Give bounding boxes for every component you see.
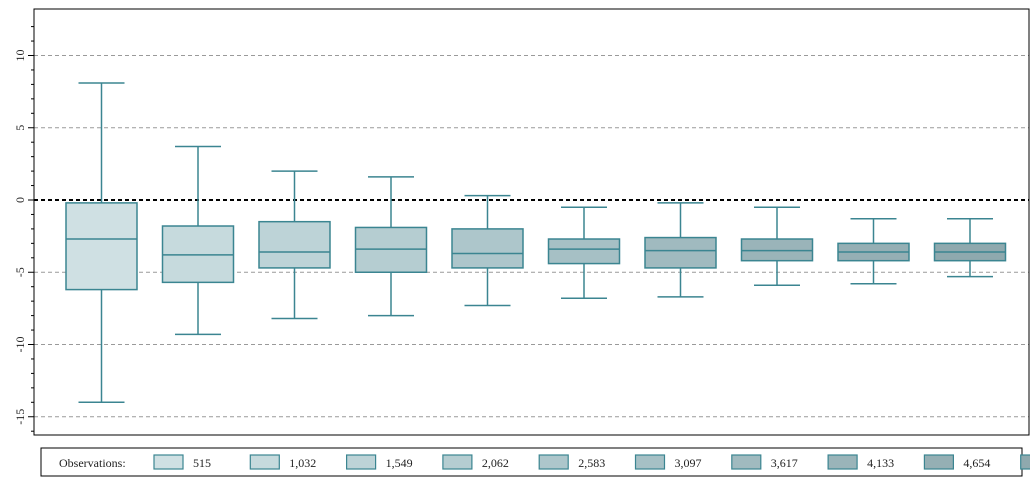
legend-label: 4,133 bbox=[867, 456, 894, 470]
legend-swatch bbox=[153, 454, 184, 470]
iqr-box bbox=[547, 238, 621, 265]
box-plot-item bbox=[837, 218, 910, 285]
y-tick-label: -15 bbox=[13, 409, 27, 425]
box-plot-item bbox=[451, 194, 524, 307]
legend-label: 1,549 bbox=[386, 456, 413, 470]
y-tick-label: 0 bbox=[13, 197, 27, 203]
legend-swatch bbox=[1020, 454, 1030, 470]
y-tick-label: 5 bbox=[13, 125, 27, 131]
legend-swatch bbox=[249, 454, 280, 470]
legend-label: 3,097 bbox=[675, 456, 702, 470]
iqr-box bbox=[65, 202, 138, 291]
legend-swatch bbox=[731, 454, 762, 470]
y-axis: -15 -10 -5 0 5 10 bbox=[13, 26, 34, 432]
legend-swatch bbox=[634, 454, 666, 470]
y-tick-label: 10 bbox=[13, 50, 27, 62]
y-tick-label: -10 bbox=[13, 337, 27, 353]
legend-title: Observations: bbox=[59, 456, 126, 470]
legend-swatch bbox=[827, 454, 858, 470]
y-tick-label: -5 bbox=[13, 267, 27, 277]
legend-label: 4,654 bbox=[963, 456, 990, 470]
legend: Observations: 515 1,032 1,549 2,062 2,583 3,0… bbox=[40, 447, 1030, 477]
iqr-box bbox=[644, 236, 717, 269]
legend-frame bbox=[40, 447, 1023, 477]
box-plot-item bbox=[644, 202, 717, 298]
legend-label: 1,032 bbox=[289, 456, 316, 470]
legend-swatch bbox=[442, 454, 473, 470]
box-plot-item bbox=[258, 170, 331, 320]
legend-swatch bbox=[538, 454, 569, 470]
legend-label: 3,617 bbox=[771, 456, 798, 470]
legend-swatch bbox=[346, 454, 377, 470]
box-plot-item bbox=[547, 206, 621, 300]
box-plot-item bbox=[161, 145, 235, 336]
plot-frame bbox=[33, 8, 1030, 436]
legend-label: 515 bbox=[193, 456, 211, 470]
iqr-box bbox=[258, 220, 331, 269]
iqr-box bbox=[451, 228, 524, 269]
box-series bbox=[65, 82, 1007, 404]
grid-lines bbox=[34, 55, 1029, 418]
legend-swatch bbox=[923, 454, 955, 470]
box-plot-item bbox=[933, 218, 1007, 278]
box-plot-item bbox=[740, 206, 814, 287]
box-plot-item bbox=[65, 82, 138, 404]
box-plot-item bbox=[354, 176, 428, 317]
legend-label: 2,062 bbox=[482, 456, 509, 470]
legend-label: 2,583 bbox=[578, 456, 605, 470]
